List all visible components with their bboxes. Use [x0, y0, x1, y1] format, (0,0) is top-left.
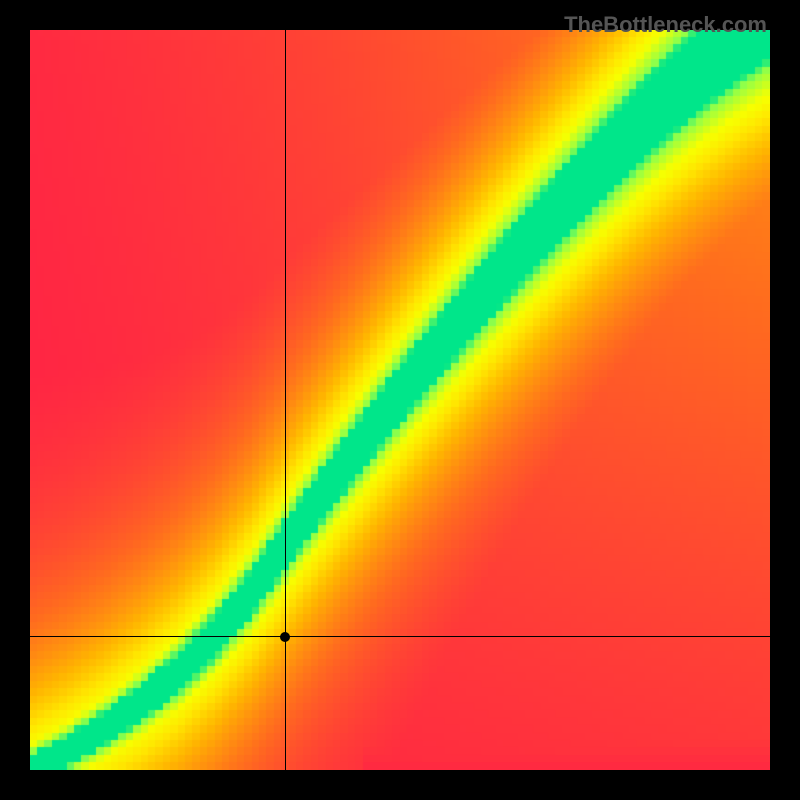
heatmap-plot — [30, 30, 770, 770]
crosshair-vertical — [285, 30, 286, 770]
crosshair-horizontal — [30, 636, 770, 637]
watermark: TheBottleneck.com — [564, 12, 767, 38]
heatmap-canvas — [30, 30, 770, 770]
chart-container: { "watermark": { "text": "TheBottleneck.… — [0, 0, 800, 800]
